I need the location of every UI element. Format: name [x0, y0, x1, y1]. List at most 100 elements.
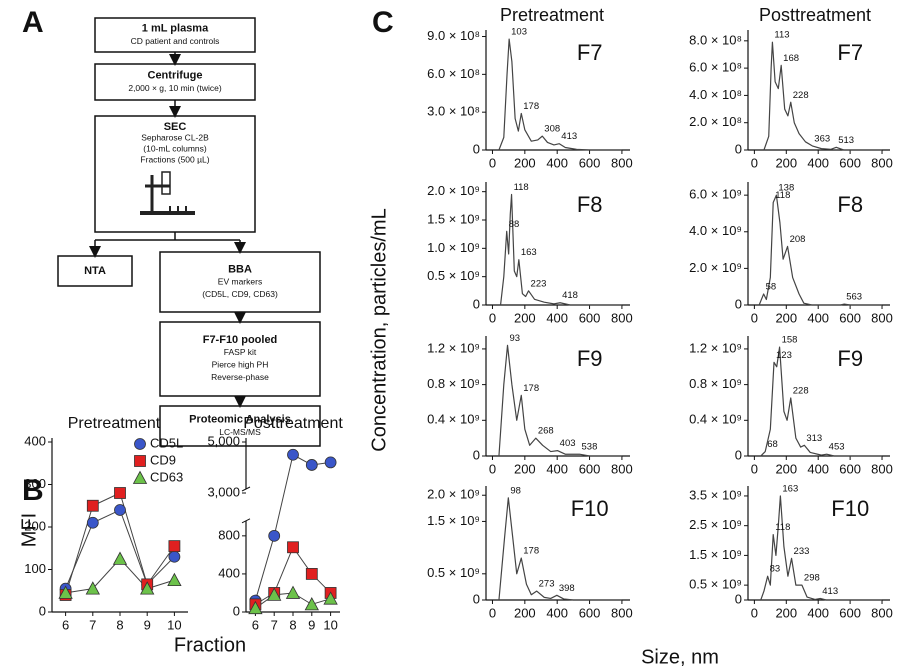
- y-tick-label: 9.0 × 10⁸: [427, 28, 480, 43]
- x-tick-label: 200: [775, 461, 797, 476]
- chart-title: F7: [577, 40, 603, 65]
- peak-label: 88: [509, 219, 520, 230]
- x-tick-label: 7: [271, 617, 278, 632]
- data-point: [324, 456, 337, 469]
- y-tick-label: 1.5 × 10⁹: [689, 547, 742, 562]
- x-tick-label: 800: [611, 155, 633, 170]
- x-tick-label: 400: [546, 310, 568, 325]
- peak-label: 118: [514, 182, 529, 193]
- flow-text: F7-F10 pooled: [203, 334, 278, 346]
- data-point: [112, 551, 128, 565]
- peak-label: 268: [538, 426, 554, 437]
- peak-label: 138: [778, 183, 794, 194]
- flow-text: FASP kit: [224, 347, 257, 357]
- y-tick-label: 4.0 × 10⁹: [689, 223, 742, 238]
- data-point: [168, 540, 181, 553]
- flow-text: LC-MS/MS: [219, 427, 261, 437]
- legend-label: CD9: [150, 452, 176, 467]
- y-tick-label: 6.0 × 10⁹: [689, 187, 742, 202]
- curve: [763, 41, 883, 151]
- chart-title: F10: [831, 496, 869, 521]
- peak-label: 83: [770, 564, 781, 575]
- peak-label: 118: [775, 522, 790, 533]
- peak-label: 308: [544, 124, 560, 135]
- peak-label: 403: [560, 438, 576, 449]
- x-tick-label: 600: [579, 461, 601, 476]
- peak-label: 123: [776, 350, 792, 361]
- peak-label: 98: [510, 485, 521, 496]
- y-tick-label: 8.0 × 10⁸: [689, 32, 742, 47]
- flow-text: Pierce high PH: [212, 360, 269, 370]
- data-point: [323, 591, 338, 605]
- data-point: [85, 581, 100, 595]
- peak-label: 398: [559, 583, 575, 594]
- y-tick-label: 3,000: [207, 484, 240, 499]
- panel-label: C: [372, 6, 394, 39]
- chart-title: F9: [577, 346, 603, 371]
- peak-label: 103: [511, 27, 527, 38]
- x-tick-label: 7: [89, 617, 96, 632]
- data-point: [86, 516, 99, 529]
- data-point: [304, 597, 319, 611]
- x-tick-label: 800: [611, 605, 633, 620]
- peak-label: 418: [562, 290, 578, 301]
- x-tick-label: 400: [546, 155, 568, 170]
- y-tick-label: 0.4 × 10⁹: [427, 412, 480, 427]
- data-point: [287, 541, 299, 554]
- peak-label: 68: [767, 439, 778, 450]
- y-tick-label: 0: [473, 296, 480, 311]
- curve: [498, 497, 622, 601]
- y-tick-label: 300: [24, 476, 46, 491]
- panel-label: B: [22, 474, 44, 507]
- peak-label: 413: [561, 131, 577, 142]
- x-tick-label: 200: [775, 605, 797, 620]
- peak-label: 563: [846, 292, 862, 303]
- y-tick-label: 0.8 × 10⁹: [427, 376, 480, 391]
- x-tick-label: 600: [839, 155, 861, 170]
- data-point: [168, 550, 181, 563]
- x-tick-label: 600: [839, 461, 861, 476]
- y-tick-label: 2.0 × 10⁹: [689, 260, 742, 275]
- peak-label: 228: [793, 386, 809, 397]
- flow-text: NTA: [84, 265, 106, 277]
- y-tick-label: 100: [24, 561, 46, 576]
- y-tick-label: 2.5 × 10⁹: [689, 517, 742, 532]
- column-title: Posttreatment: [759, 5, 871, 25]
- x-tick-label: 0: [751, 461, 758, 476]
- flow-text: Proteomic Analysis: [189, 413, 291, 425]
- peak-label: 158: [782, 335, 798, 346]
- y-tick-label: 400: [24, 433, 46, 448]
- data-point: [285, 585, 301, 599]
- y-tick-label: 3.0 × 10⁸: [427, 104, 480, 119]
- x-tick-label: 800: [871, 461, 893, 476]
- y-tick-label: 0: [473, 447, 480, 462]
- x-tick-label: 0: [489, 605, 496, 620]
- chart-title: F9: [837, 346, 863, 371]
- flow-box: [94, 63, 256, 101]
- legend-marker: [134, 455, 146, 467]
- x-axis-label: Size, nm: [641, 646, 719, 668]
- column-title: Pretreatment: [500, 5, 604, 25]
- flow-text: EV markers: [218, 276, 262, 286]
- x-tick-label: 0: [489, 310, 496, 325]
- y-tick-label: 0.8 × 10⁹: [689, 376, 742, 391]
- flow-box: [159, 405, 321, 447]
- y-tick-label: 0: [473, 141, 480, 156]
- x-tick-label: 6: [252, 617, 259, 632]
- legend-label: CD5L: [150, 435, 183, 450]
- x-tick-label: 600: [579, 605, 601, 620]
- x-tick-label: 200: [514, 155, 536, 170]
- flow-box: [94, 17, 256, 53]
- y-tick-label: 2.0 × 10⁸: [689, 114, 742, 129]
- x-tick-label: 200: [514, 461, 536, 476]
- y-axis-label: MFI: [18, 513, 40, 547]
- curve: [758, 194, 883, 306]
- curve: [760, 346, 883, 457]
- peak-label: 208: [790, 234, 806, 245]
- peak-label: 223: [531, 278, 547, 289]
- x-axis-label: Fraction: [174, 634, 246, 656]
- peak-label: 538: [582, 442, 598, 453]
- data-point: [248, 600, 263, 615]
- data-point: [58, 585, 73, 599]
- x-tick-label: 800: [871, 605, 893, 620]
